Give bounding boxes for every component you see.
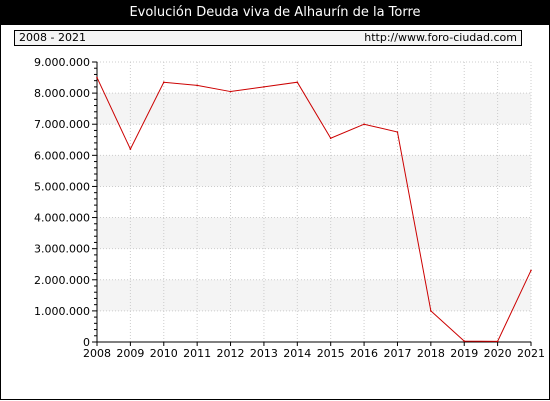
y-tick-label: 0 (83, 336, 90, 349)
x-tick-label: 2010 (150, 347, 178, 360)
x-tick-label: 2012 (217, 347, 245, 360)
data-point (263, 86, 265, 88)
y-tick-label: 1.000.000 (34, 305, 90, 318)
y-tick-label: 2.000.000 (34, 274, 90, 287)
data-point (530, 269, 532, 272)
data-point (363, 123, 365, 126)
data-point (396, 131, 399, 133)
x-tick-label: 2019 (450, 347, 478, 360)
data-point (162, 81, 165, 84)
plot-band (97, 93, 531, 125)
y-tick-label: 6.000.000 (34, 149, 90, 162)
data-point (296, 81, 299, 84)
x-tick-label: 2013 (250, 347, 278, 360)
plot-band (97, 155, 531, 187)
data-point (129, 148, 132, 150)
y-tick-label: 7.000.000 (34, 118, 90, 131)
plot-band (97, 279, 531, 311)
data-point (329, 137, 332, 140)
y-tick-label: 4.000.000 (34, 212, 90, 225)
x-tick-label: 2014 (283, 347, 311, 360)
x-tick-label: 2009 (116, 347, 144, 360)
y-tick-label: 8.000.000 (34, 87, 90, 100)
data-point (196, 84, 198, 87)
data-point (463, 340, 466, 342)
info-box: 2008 - 2021 http://www.foro-ciudad.com (14, 30, 522, 46)
y-tick-label: 9.000.000 (34, 56, 90, 69)
x-tick-label: 2020 (484, 347, 512, 360)
data-point (96, 76, 98, 79)
plot-band (97, 217, 531, 249)
x-tick-label: 2015 (317, 347, 345, 360)
x-tick-label: 2021 (517, 347, 545, 360)
data-point (430, 310, 432, 312)
data-point (229, 90, 232, 93)
series-line (96, 77, 532, 342)
y-tick-label: 3.000.000 (34, 243, 90, 256)
x-tick-label: 2017 (383, 347, 411, 360)
source-url: http://www.foro-ciudad.com (364, 31, 517, 44)
x-tick-label: 2016 (350, 347, 378, 360)
x-tick-label: 2011 (183, 347, 211, 360)
data-point (496, 340, 499, 343)
x-tick-label: 2018 (417, 347, 445, 360)
x-tick-label: 2008 (83, 347, 111, 360)
period-label: 2008 - 2021 (19, 31, 86, 44)
y-tick-label: 5.000.000 (34, 180, 90, 193)
chart-title: Evolución Deuda viva de Alhaurín de la T… (1, 1, 549, 25)
